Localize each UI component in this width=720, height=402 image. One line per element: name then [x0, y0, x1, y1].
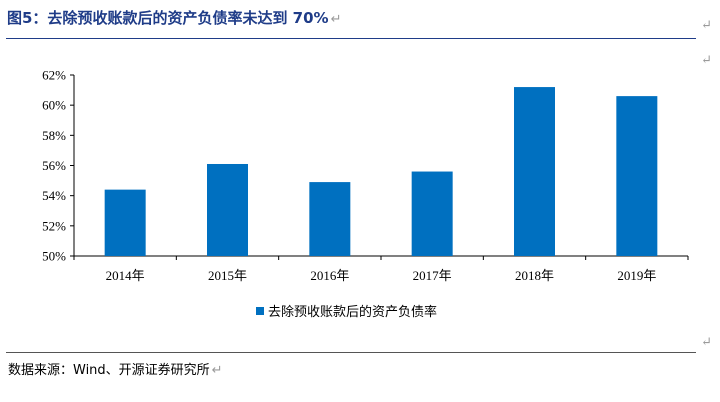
figure-title: 图5：去除预收账款后的资产负债率未达到 70% ↵	[7, 7, 341, 28]
x-tick-label: 2019年	[617, 268, 656, 283]
y-tick-label: 50%	[42, 249, 66, 264]
y-tick-label: 56%	[42, 158, 66, 173]
x-tick-label: 2018年	[515, 268, 554, 283]
legend-swatch	[256, 307, 264, 315]
y-tick-label: 58%	[42, 128, 66, 143]
return-mark-right-2: ↵	[701, 53, 712, 68]
x-tick-label: 2015年	[208, 268, 247, 283]
bar	[309, 182, 351, 256]
y-tick-label: 54%	[42, 188, 66, 203]
x-tick-label: 2014年	[106, 268, 145, 283]
bar	[616, 96, 658, 256]
source-text: 数据来源：Wind、开源证券研究所	[8, 363, 210, 378]
y-tick-label: 62%	[42, 68, 66, 83]
source-rule	[6, 352, 696, 353]
return-mark-right-3: ↵	[701, 335, 712, 350]
legend-label: 去除预收账款后的资产负债率	[268, 304, 437, 320]
bar	[411, 171, 453, 256]
return-mark: ↵	[330, 12, 342, 27]
bar	[207, 163, 248, 256]
title-rule	[6, 38, 696, 39]
x-tick-label: 2016年	[310, 268, 349, 283]
return-mark-right-1: ↵	[701, 18, 712, 33]
y-tick-label: 52%	[42, 218, 66, 233]
bar	[514, 87, 555, 256]
figure-title-text: 图5：去除预收账款后的资产负债率未达到 70%	[7, 9, 329, 27]
bar	[104, 189, 146, 256]
source-note: 数据来源：Wind、开源证券研究所 ↵	[8, 359, 223, 378]
y-tick-label: 60%	[42, 98, 66, 113]
return-mark: ↵	[211, 363, 223, 378]
x-tick-label: 2017年	[413, 268, 452, 283]
